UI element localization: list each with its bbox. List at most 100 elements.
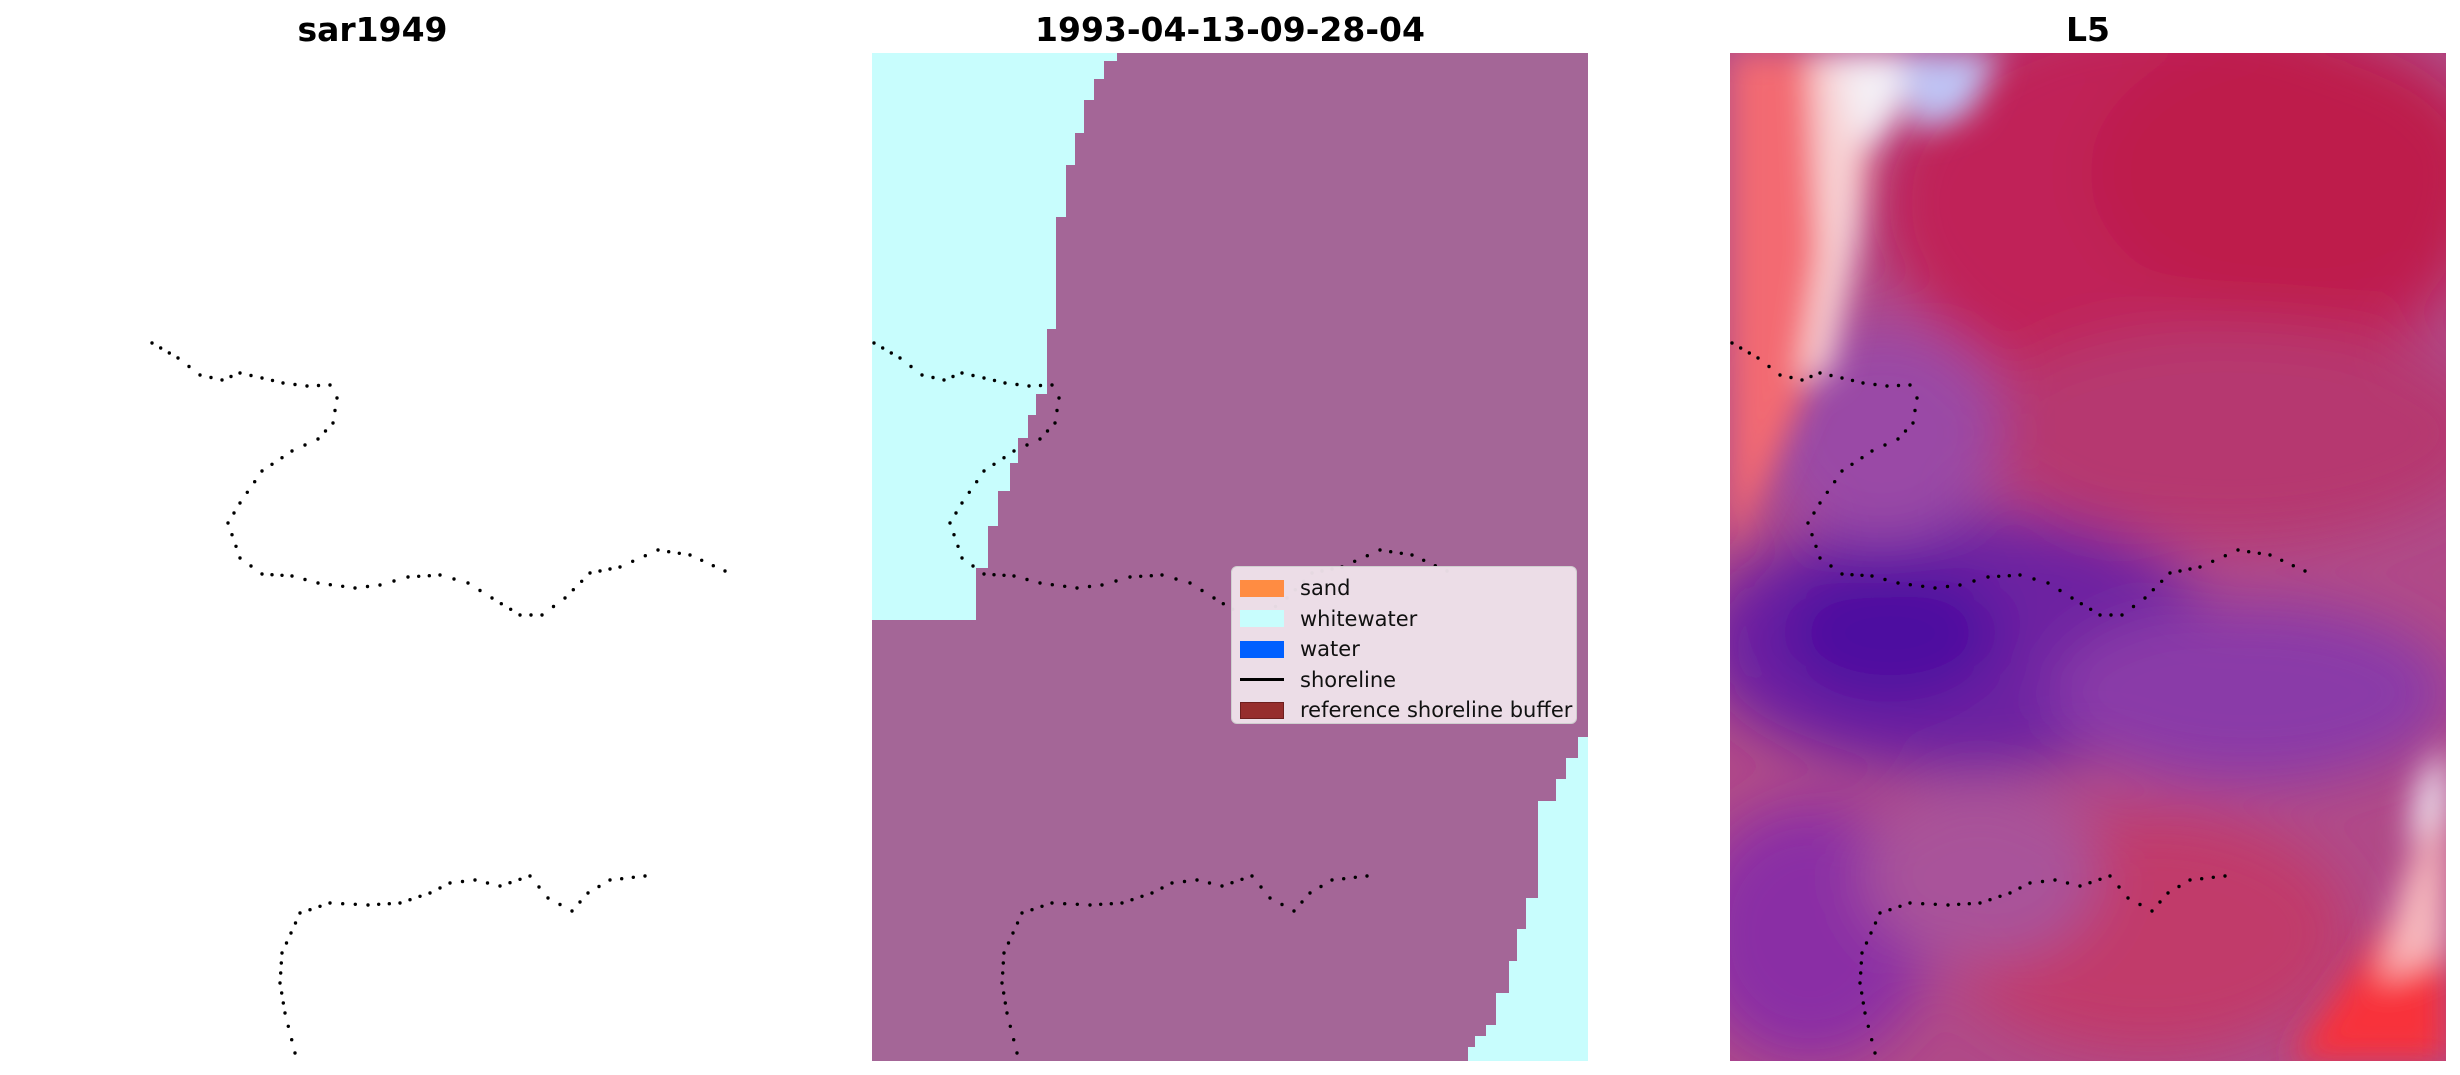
shoreline-point — [1870, 574, 1874, 578]
shoreline-point — [1149, 574, 1153, 578]
shoreline-point — [1292, 909, 1296, 913]
shoreline-point — [1812, 511, 1816, 515]
shoreline-point — [1020, 911, 1024, 915]
shoreline-point — [1230, 881, 1234, 885]
shoreline-point — [323, 429, 328, 433]
shoreline-point — [1025, 443, 1029, 447]
shoreline-point — [1240, 877, 1244, 881]
shoreline-point — [1850, 573, 1854, 577]
shoreline-point — [159, 346, 163, 350]
shoreline-point — [238, 371, 242, 375]
shoreline-point — [1858, 981, 1862, 985]
shoreline-point — [2257, 551, 2261, 555]
shoreline-point — [1120, 901, 1124, 905]
shoreline-point — [378, 583, 382, 587]
shoreline-point — [992, 462, 996, 466]
shoreline-point — [1866, 1024, 1870, 1028]
shoreline-point — [2168, 571, 2172, 575]
shoreline-point — [1756, 356, 1760, 360]
shoreline-point — [2007, 574, 2011, 578]
shoreline-point — [220, 378, 224, 382]
shoreline-point — [1075, 586, 1079, 590]
shoreline-point — [1997, 574, 2001, 578]
shoreline-point — [1873, 1051, 1877, 1055]
shoreline-point — [1001, 961, 1005, 965]
shoreline-point — [230, 533, 234, 537]
panel-title-l5: L5 — [2066, 10, 2110, 49]
shoreline-point — [1869, 931, 1873, 935]
legend-item-shoreline: shoreline — [1232, 665, 1576, 696]
shoreline-point — [1006, 941, 1011, 945]
shoreline-point — [1025, 577, 1029, 582]
shoreline-point — [571, 588, 575, 592]
shoreline-point — [1840, 376, 1844, 380]
shoreline-point — [333, 408, 337, 413]
shoreline-point — [563, 596, 567, 600]
shoreline-point — [1818, 501, 1822, 505]
shoreline-point — [2291, 564, 2295, 568]
shoreline-point — [2200, 877, 2204, 881]
shoreline-point — [1160, 886, 1164, 890]
shoreline-point — [586, 891, 590, 895]
shoreline-point — [540, 613, 544, 617]
shoreline-point — [1220, 884, 1224, 888]
shoreline-point — [2098, 877, 2102, 881]
shoreline-point — [942, 378, 946, 382]
shoreline-point — [1885, 384, 1889, 388]
shoreline-point — [1130, 898, 1134, 902]
shoreline-point — [1859, 961, 1863, 965]
shoreline-point — [1988, 898, 1992, 902]
shoreline-point — [1174, 577, 1178, 581]
shoreline-point — [2158, 900, 2162, 904]
shoreline-point — [1088, 903, 1092, 907]
shoreline-point — [1139, 574, 1143, 578]
shoreline-point — [1913, 408, 1917, 413]
shoreline-point — [509, 607, 513, 611]
shoreline-point — [245, 490, 249, 494]
shoreline-point — [1003, 1001, 1007, 1005]
shoreline-point — [1921, 902, 1925, 906]
shoreline-point — [688, 553, 692, 557]
shoreline-point — [1945, 584, 1950, 589]
shoreline-point — [398, 901, 402, 905]
shoreline-point — [1300, 900, 1304, 904]
shoreline-point — [1012, 574, 1016, 578]
shoreline-point — [478, 588, 482, 593]
shoreline-point — [438, 886, 442, 890]
shoreline-point — [643, 874, 647, 878]
shoreline-point — [2120, 613, 2124, 617]
shoreline-point — [1873, 921, 1878, 925]
shoreline-point — [2247, 550, 2251, 554]
shoreline-point — [1896, 437, 1900, 441]
shoreline-point — [427, 574, 431, 578]
shoreline-point — [331, 421, 335, 425]
shoreline-dots-3 — [1730, 341, 2307, 1055]
shoreline-point — [1195, 878, 1199, 882]
shoreline-point — [1860, 991, 1864, 995]
shoreline-point — [711, 564, 715, 568]
shoreline-point — [1330, 878, 1334, 882]
shoreline-point — [341, 584, 345, 588]
shoreline-point — [1778, 373, 1782, 377]
shoreline-point — [1978, 901, 1982, 905]
shoreline-point — [1002, 991, 1006, 995]
shoreline-point — [1739, 346, 1743, 350]
shoreline-point — [498, 884, 502, 888]
shoreline-point — [328, 901, 332, 905]
legend-item-sand: sand — [1232, 573, 1576, 604]
shoreline-point — [598, 569, 602, 573]
shoreline-point — [1259, 885, 1263, 889]
shoreline-point — [2028, 881, 2032, 885]
shoreline-point — [270, 573, 274, 577]
shoreline-point — [2109, 613, 2113, 617]
shoreline-point — [303, 577, 307, 582]
shoreline-point — [1038, 383, 1043, 388]
shoreline-point — [1050, 583, 1054, 587]
shoreline-point — [2065, 881, 2070, 885]
shoreline-point — [1188, 581, 1192, 585]
shoreline-point — [1308, 891, 1312, 895]
shoreline-point — [1045, 429, 1050, 433]
shoreline-point — [643, 554, 647, 558]
shoreline-point — [1150, 891, 1154, 895]
shoreline-point — [417, 574, 421, 578]
